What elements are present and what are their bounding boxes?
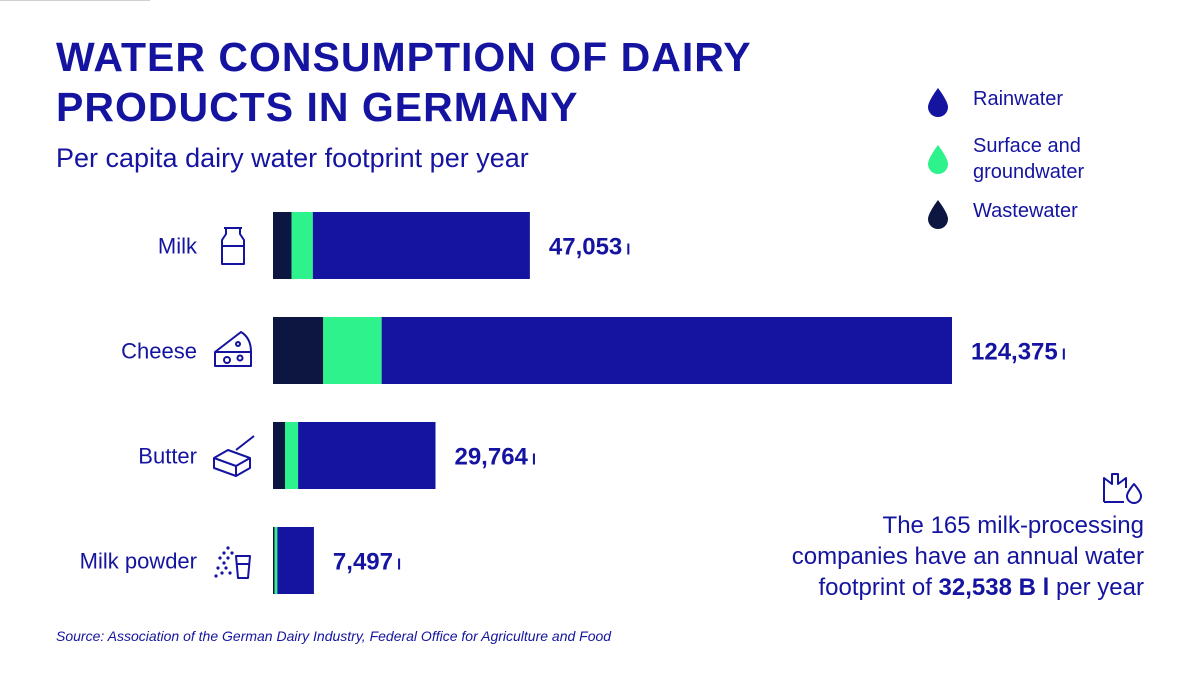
chart-title: WATER CONSUMPTION OF DAIRY PRODUCTS IN G… (56, 34, 751, 130)
legend-item-rainwater: Rainwater (925, 86, 1133, 118)
cheese-icon (214, 331, 252, 367)
category-label: Milk (158, 234, 198, 259)
unit-label: l (532, 452, 536, 469)
bar-segment-wastewater (273, 212, 292, 279)
water-drop-icon (928, 145, 948, 174)
bar-segment-wastewater (273, 317, 324, 384)
bar-segment-rainwater (277, 527, 314, 594)
factory-water-icon (1103, 473, 1142, 504)
bar-segment-surface-and-groundwater (285, 422, 299, 489)
factory-note: The 165 milk-processing companies have a… (764, 510, 1144, 603)
legend-label: Rainwater (973, 88, 1064, 110)
bar-segment-rainwater (312, 212, 530, 279)
unit-label: l (1062, 347, 1066, 364)
bar-segment-wastewater (273, 527, 275, 594)
legend-item-wastewater: Wastewater (925, 198, 1133, 230)
note-value: 32,538 B l (938, 574, 1050, 601)
bar-segment-surface-and-groundwater (274, 527, 278, 594)
bar-segment-rainwater (298, 422, 436, 489)
bar-total-label: 29,764 l (454, 444, 536, 471)
water-drop-icon (928, 200, 948, 229)
unit-label: l (626, 242, 630, 259)
legend-item-surface-groundwater: Surface and groundwater (925, 133, 1133, 185)
butter-icon (213, 435, 255, 477)
water-drop-icon (928, 88, 948, 117)
bar-segment-wastewater (273, 422, 286, 489)
legend-label: Wastewater (973, 200, 1078, 222)
bar-segment-surface-and-groundwater (323, 317, 382, 384)
milk-can-icon (221, 227, 245, 265)
source-note: Source: Association of the German Dairy … (56, 628, 612, 644)
bar-total-label: 47,053 l (549, 234, 631, 261)
note-text-end: per year (1055, 574, 1144, 601)
note-text: The 165 milk-processing companies have a… (791, 512, 1144, 601)
unit-label: l (397, 557, 401, 574)
legend-label: Surface and groundwater (973, 135, 1085, 183)
milk-powder-icon (214, 546, 251, 579)
category-label: Cheese (121, 339, 197, 364)
category-label: Milk powder (80, 549, 197, 574)
category-label: Butter (138, 444, 197, 469)
top-rule (0, 0, 150, 1)
bar-total-label: 7,497 l (333, 549, 401, 576)
bar-segment-rainwater (381, 317, 952, 384)
chart-subtitle: Per capita dairy water footprint per yea… (56, 143, 529, 173)
bar-segment-surface-and-groundwater (291, 212, 313, 279)
bar-total-label: 124,375 l (971, 339, 1066, 366)
